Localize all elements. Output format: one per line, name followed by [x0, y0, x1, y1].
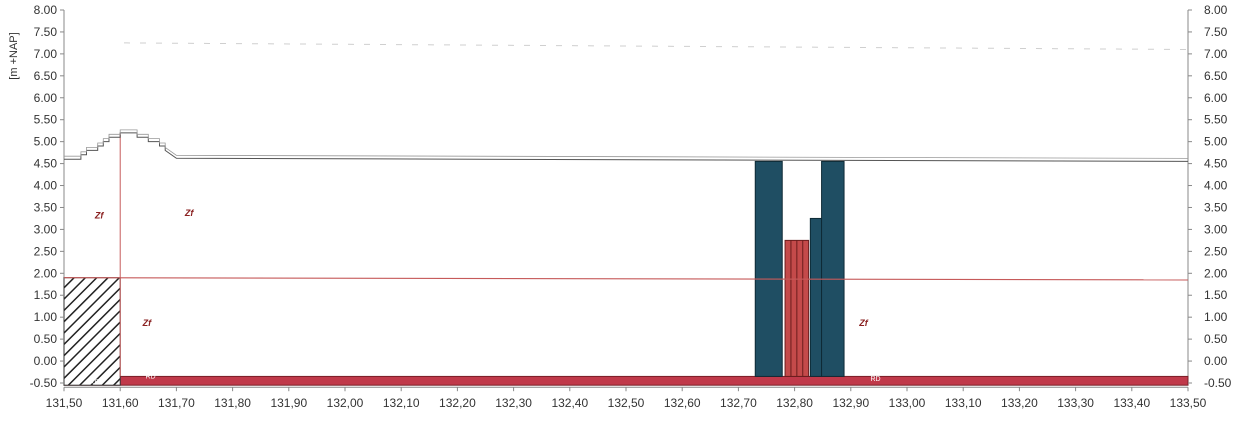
- soil-label: Zf: [184, 208, 194, 218]
- x-tick-label: 133,00: [889, 396, 926, 410]
- y-tick-label-right: 1.50: [1204, 288, 1228, 302]
- x-tick-label: 131,70: [158, 396, 195, 410]
- y-tick-label-left: 7.00: [34, 47, 58, 61]
- x-tick-label: 132,00: [327, 396, 364, 410]
- hatched-block: [63, 277, 121, 386]
- y-tick-label-right: 3.00: [1204, 222, 1228, 236]
- y-tick-label-right: -0.50: [1204, 376, 1232, 390]
- x-tick-label: 132,20: [439, 396, 476, 410]
- y-tick-label-left: 5.50: [34, 113, 58, 127]
- soil-layers: [63, 277, 1189, 386]
- y-tick-label-right: 6.00: [1204, 91, 1228, 105]
- y-tick-label-right: 0.00: [1204, 354, 1228, 368]
- y-tick-label-right: 5.00: [1204, 135, 1228, 149]
- y-tick-label-left: 7.50: [34, 25, 58, 39]
- y-tick-label-left: 4.00: [34, 179, 58, 193]
- y-tick-label-left: 1.50: [34, 288, 58, 302]
- y-tick-label-left: 8.00: [34, 3, 58, 17]
- y-tick-label-right: 2.50: [1204, 244, 1228, 258]
- y-tick-label-left: -0.50: [30, 376, 58, 390]
- y-tick-label-left: 2.50: [34, 244, 58, 258]
- upper-faint-line: [123, 42, 1189, 50]
- x-tick-label: 131,80: [214, 396, 251, 410]
- y-tick-label-right: 4.00: [1204, 179, 1228, 193]
- y-tick-label-left: 6.50: [34, 69, 58, 83]
- y-tick-label-left: 0.00: [34, 354, 58, 368]
- axis-ticks: 8.00 8.00 7.50 7.50 7.00 7.00 6.50 6.50 6.00 6.00…: [30, 3, 1232, 410]
- x-tick-label: 132,50: [608, 396, 645, 410]
- ground-surface-upper-line: [64, 129, 1189, 159]
- soil-label: Zf: [858, 318, 868, 328]
- profile-lines: [63, 129, 1189, 377]
- y-axis-title: [m +NAP]: [8, 32, 20, 79]
- band-label: RD: [145, 374, 155, 381]
- y-tick-label-right: 8.00: [1204, 3, 1228, 17]
- sheet-pile-wall: [809, 217, 823, 377]
- x-tick-label: 132,90: [832, 396, 869, 410]
- ground-surface-line: [64, 132, 1189, 162]
- y-tick-label-right: 3.50: [1204, 200, 1228, 214]
- soil-label: Zf: [142, 318, 152, 328]
- sheet-pile-walls: [754, 160, 845, 377]
- x-tick-label: 132,60: [664, 396, 701, 410]
- x-tick-label: 131,60: [102, 396, 139, 410]
- x-tick-label: 133,40: [1113, 396, 1150, 410]
- y-tick-label-left: 1.00: [34, 310, 58, 324]
- y-tick-label-left: 3.50: [34, 200, 58, 214]
- plot-frame: [63, 10, 1189, 388]
- layer-boundary-line: [63, 277, 1189, 281]
- y-tick-label-right: 1.00: [1204, 310, 1228, 324]
- y-tick-label-left: 4.50: [34, 157, 58, 171]
- sheet-pile-wall: [754, 160, 783, 377]
- x-tick-label: 132,70: [720, 396, 757, 410]
- y-tick-label-right: 6.50: [1204, 69, 1228, 83]
- x-tick-label: 132,40: [551, 396, 588, 410]
- sheet-pile-wall: [821, 160, 845, 377]
- x-tick-label: 132,10: [383, 396, 420, 410]
- y-tick-label-right: 7.00: [1204, 47, 1228, 61]
- x-tick-label: 133,10: [945, 396, 982, 410]
- band-label: RD: [870, 376, 880, 383]
- annotations: Zf Zf Zf Zf RD RD RD: [89, 208, 880, 386]
- x-tick-label: 133,50: [1170, 396, 1207, 410]
- y-tick-label-left: 5.00: [34, 135, 58, 149]
- x-tick-label: 132,30: [495, 396, 532, 410]
- y-tick-label-right: 4.50: [1204, 157, 1228, 171]
- x-tick-label: 133,20: [1001, 396, 1038, 410]
- y-tick-label-left: 6.00: [34, 91, 58, 105]
- y-tick-label-left: 3.00: [34, 222, 58, 236]
- x-tick-label: 131,50: [46, 396, 83, 410]
- bottom-band: [63, 375, 1189, 386]
- y-tick-label-left: 0.50: [34, 332, 58, 346]
- x-tick-label: 131,90: [270, 396, 307, 410]
- y-tick-label-right: 7.50: [1204, 25, 1228, 39]
- band-label: RD: [89, 379, 99, 386]
- y-tick-label-left: 2.00: [34, 266, 58, 280]
- soil-label: Zf: [94, 210, 104, 220]
- x-tick-label: 132,80: [776, 396, 813, 410]
- y-tick-label-right: 5.50: [1204, 113, 1228, 127]
- y-tick-label-right: 2.00: [1204, 266, 1228, 280]
- y-tick-label-right: 0.50: [1204, 332, 1228, 346]
- x-tick-label: 133,30: [1057, 396, 1094, 410]
